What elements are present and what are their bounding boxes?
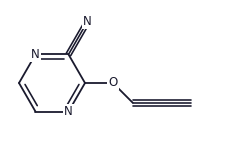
Text: N: N	[31, 48, 40, 61]
Text: O: O	[108, 77, 117, 89]
Text: N: N	[64, 105, 72, 118]
Text: N: N	[83, 15, 92, 28]
